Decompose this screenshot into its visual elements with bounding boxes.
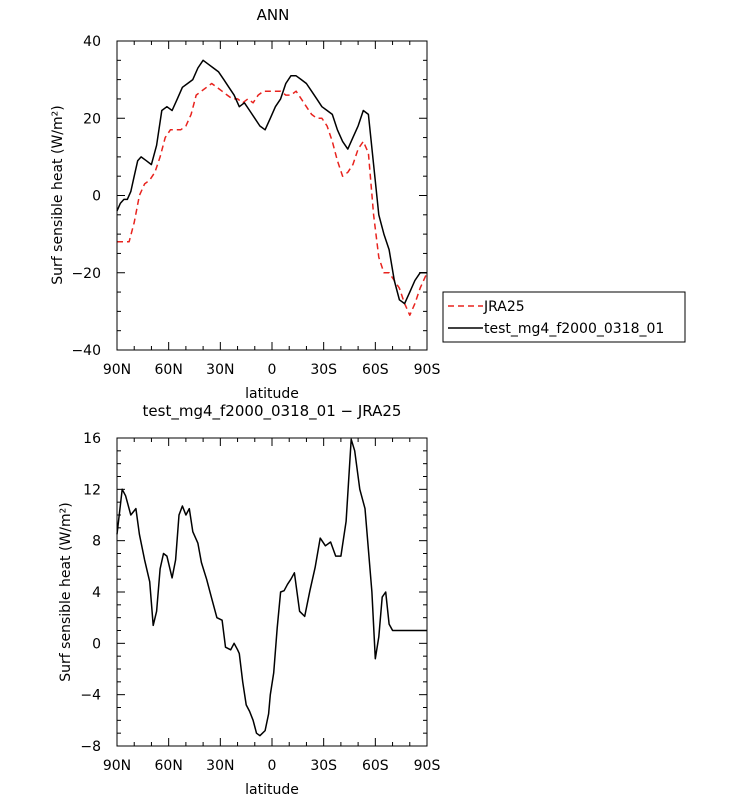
x-tick-label: 60N [155,758,183,774]
series-line-jra25 [117,82,428,316]
y-axis-label: Surf sensible heat (W/m²) [50,105,66,284]
plot-frame [116,40,428,351]
axis-ticks: 90N 60N 30N 0 30S 60S 90S −40 −20 0 20 40 [71,34,440,378]
y-tick-label: −20 [71,266,101,282]
x-tick-label: 0 [268,758,277,774]
x-tick-label: 60N [155,362,183,378]
legend-label-test: test_mg4_f2000_0318_01 [484,321,664,337]
y-tick-label: 20 [83,111,101,127]
series-line-difference [116,438,427,737]
x-tick-label: 90N [103,362,131,378]
legend: JRA25 test_mg4_f2000_0318_01 [442,291,686,343]
chart-title: ANN [257,6,290,24]
series-lines [116,59,428,316]
y-tick-label: −4 [80,688,101,704]
x-tick-label: 60S [362,758,389,774]
series-lines [116,438,427,737]
x-tick-label: 30S [310,362,337,378]
axis-ticks: 90N 60N 30N 0 30S 60S 90S −8 −4 0 4 8 12 16 [80,431,440,774]
y-tick-label: 0 [92,636,101,652]
y-tick-label: 8 [92,534,101,550]
series-line-test-mg4-f2000-0318-01 [116,59,427,305]
x-tick-label: 30N [206,362,234,378]
x-tick-label: 60S [362,362,389,378]
x-tick-label: 0 [268,362,277,378]
annual-mean-chart: ANN Surf sensible heat (W/m²) latitude 9… [50,6,686,402]
x-axis-label: latitude [245,782,299,798]
y-tick-label: −40 [71,343,101,359]
x-tick-label: 30N [206,758,234,774]
x-tick-label: 90S [414,758,441,774]
x-tick-label: 90S [414,362,441,378]
legend-label-jra25: JRA25 [483,299,525,315]
y-tick-label: 16 [83,431,101,447]
legend-box [442,291,686,343]
chart-title: test_mg4_f2000_0318_01 − JRA25 [143,402,402,421]
y-tick-label: 0 [92,189,101,205]
y-tick-label: 4 [92,585,101,601]
plot-frame [116,437,428,747]
y-tick-label: 12 [83,482,101,498]
x-tick-label: 30S [310,758,337,774]
y-tick-label: 40 [83,34,101,50]
difference-chart: test_mg4_f2000_0318_01 − JRA25 Surf sens… [58,402,440,798]
x-tick-label: 90N [103,758,131,774]
y-tick-label: −8 [80,739,101,755]
x-axis-label: latitude [245,386,299,402]
y-axis-label: Surf sensible heat (W/m²) [58,502,74,681]
